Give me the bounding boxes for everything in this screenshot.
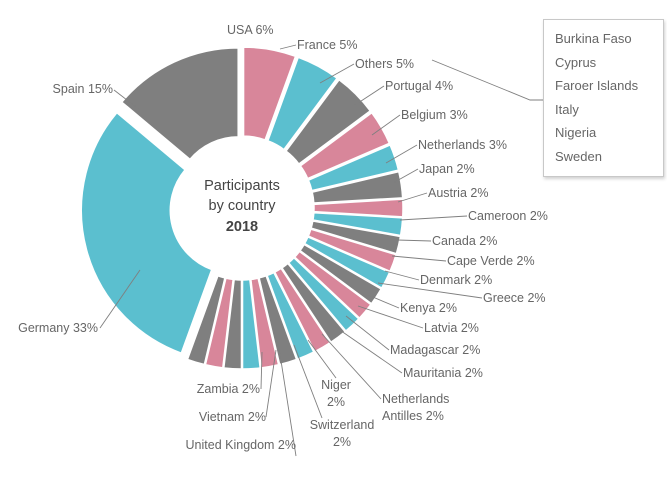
slice-cameroon-2 xyxy=(310,220,402,255)
label-canada-2: Canada 2% xyxy=(432,234,497,248)
slice-denmark-2 xyxy=(299,243,383,305)
others-breakdown-box: Burkina Faso Cyprus Faroer Islands Italy… xyxy=(543,19,664,177)
leader-vietnam-2 xyxy=(265,349,277,418)
label-spain-15: Spain 15% xyxy=(53,82,113,96)
label-others-5: Others 5% xyxy=(355,57,414,71)
label-netherlands-3: Netherlands 3% xyxy=(418,138,507,152)
label-niger-2: Niger 2% xyxy=(321,378,351,409)
leader-austria-2 xyxy=(397,192,428,203)
leader-madagascar-2 xyxy=(345,315,390,351)
label-united-kingdom-2: United Kingdom 2% xyxy=(186,438,296,452)
leader-mauritania-2 xyxy=(333,325,403,374)
slice-vietnam-2 xyxy=(204,277,234,369)
chart-leader-lines xyxy=(99,44,483,457)
leader-others-5 xyxy=(319,63,355,84)
leader-japan-2 xyxy=(392,168,419,184)
slice-others-5 xyxy=(284,78,372,166)
slice-united-kingdom-2 xyxy=(222,278,243,370)
label-mauritania-2: Mauritania 2% xyxy=(403,366,483,380)
leader-kenya-2 xyxy=(367,294,400,309)
label-usa-6: USA 6% xyxy=(227,23,274,37)
leader-cameroon-2 xyxy=(399,215,468,221)
slice-usa-6 xyxy=(242,46,297,141)
slice-netherlands-antilles-2 xyxy=(258,274,298,366)
slice-japan-2 xyxy=(313,198,404,218)
leader-belgium-3 xyxy=(371,114,401,136)
label-austria-2: Austria 2% xyxy=(428,186,488,200)
center-label-line1: Participants xyxy=(204,178,280,194)
leader-niger-2 xyxy=(307,339,337,379)
slice-latvia-2 xyxy=(280,262,347,344)
slice-madagascar-2 xyxy=(273,267,332,353)
slice-switzerland-2 xyxy=(241,278,262,370)
others-item: Faroer Islands xyxy=(555,78,639,94)
leader-latvia-2 xyxy=(357,305,424,329)
slice-canada-2 xyxy=(307,228,398,273)
label-madagascar-2: Madagascar 2% xyxy=(390,343,480,357)
slice-cape-verde-2 xyxy=(303,236,391,290)
chart-slices xyxy=(80,46,404,370)
label-switzerland-2: Switzerland 2% xyxy=(310,418,375,449)
label-belgium-3: Belgium 3% xyxy=(401,108,468,122)
label-cameroon-2: Cameroon 2% xyxy=(468,209,548,223)
slice-mauritania-2 xyxy=(266,271,315,361)
slice-zambia-2 xyxy=(186,274,226,366)
others-item: Italy xyxy=(555,101,579,117)
slice-france-5 xyxy=(266,56,339,151)
leader-portugal-4 xyxy=(354,85,385,106)
leader-spain-15 xyxy=(113,89,141,111)
label-denmark-2: Denmark 2% xyxy=(420,273,492,287)
others-callout-line xyxy=(431,59,543,101)
leader-denmark-2 xyxy=(384,270,420,281)
others-item: Cyprus xyxy=(555,54,597,70)
slice-portugal-4 xyxy=(299,111,391,180)
center-hole xyxy=(179,145,305,271)
leader-zambia-2 xyxy=(260,351,263,390)
center-label-year: 2018 xyxy=(226,219,258,235)
center-label-line2: by country xyxy=(209,198,277,214)
leader-greece-2 xyxy=(377,282,483,299)
label-germany-33: Germany 33% xyxy=(18,321,98,335)
leader-canada-2 xyxy=(396,239,432,242)
leader-france-5 xyxy=(279,44,297,50)
leader-switzerland-2 xyxy=(293,344,323,419)
label-cape-verde-2: Cape Verde 2% xyxy=(447,254,535,268)
slice-netherlands-3 xyxy=(311,170,404,204)
leader-netherlands-3 xyxy=(385,144,418,164)
slice-belgium-3 xyxy=(307,143,400,192)
label-greece-2: Greece 2% xyxy=(483,291,546,305)
leader-netherlands-antilles-2 xyxy=(321,333,382,400)
others-item: Burkina Faso xyxy=(555,31,632,46)
slice-niger-2 xyxy=(250,277,280,369)
slice-austria-2 xyxy=(312,211,404,237)
others-item: Nigeria xyxy=(555,125,597,141)
label-portugal-4: Portugal 4% xyxy=(385,79,453,93)
label-latvia-2: Latvia 2% xyxy=(424,321,479,335)
leader-cape-verde-2 xyxy=(391,255,447,262)
slice-spain-15 xyxy=(120,47,239,161)
slice-germany-33 xyxy=(80,111,213,355)
label-vietnam-2: Vietnam 2% xyxy=(199,410,266,424)
label-zambia-2: Zambia 2% xyxy=(197,382,260,396)
label-france-5: France 5% xyxy=(297,38,357,52)
leader-united-kingdom-2 xyxy=(278,347,297,457)
label-kenya-2: Kenya 2% xyxy=(400,301,457,315)
label-netherlands-antilles-2: Netherlands Antilles 2% xyxy=(382,392,449,423)
others-item: Sweden xyxy=(555,148,602,164)
label-japan-2: Japan 2% xyxy=(419,162,475,176)
chart-data-labels: USA 6% France 5% Others 5% Portugal 4% Belgi… xyxy=(18,23,548,452)
leader-germany-33 xyxy=(99,269,141,329)
